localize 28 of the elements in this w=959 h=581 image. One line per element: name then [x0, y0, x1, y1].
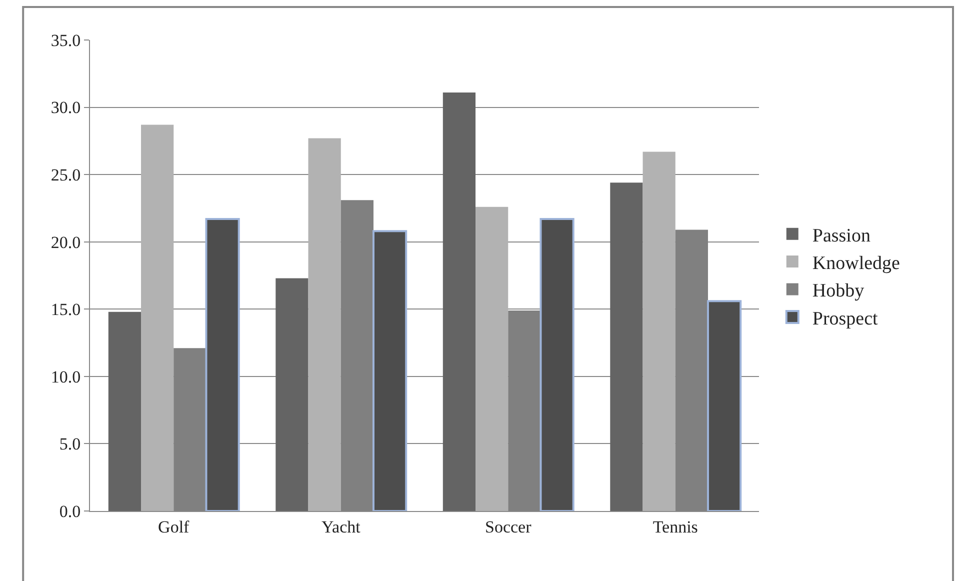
y-tick-label: 20.0 [50, 232, 81, 252]
y-tick-label: 30.0 [50, 98, 81, 118]
y-tick-label: 35.0 [50, 30, 81, 50]
legend-label: Knowledge [812, 252, 900, 274]
bar [108, 312, 142, 511]
legend-label: Hobby [812, 280, 865, 302]
bar [372, 230, 408, 511]
bar [610, 182, 643, 511]
bar [141, 124, 174, 511]
y-tick-label: 0.0 [59, 502, 81, 521]
bar [476, 206, 508, 511]
bar [540, 218, 574, 511]
x-tick-label: Tennis [652, 517, 698, 536]
bar [276, 278, 308, 511]
bar [442, 92, 476, 511]
x-tick-label: Golf [158, 517, 190, 536]
bar [706, 300, 742, 511]
x-tick-label: Soccer [484, 517, 532, 536]
y-tick-label: 25.0 [50, 166, 81, 185]
legend-label: Passion [812, 225, 871, 246]
bar [308, 138, 341, 511]
bar [205, 218, 240, 511]
x-tick-label: Yacht [321, 517, 361, 536]
y-tick-label: 10.0 [50, 367, 81, 386]
bar [642, 152, 676, 511]
y-tick-label: 5.0 [59, 434, 81, 454]
legend-label: Prospect [812, 308, 879, 330]
y-tick-label: 15.0 [50, 300, 81, 320]
